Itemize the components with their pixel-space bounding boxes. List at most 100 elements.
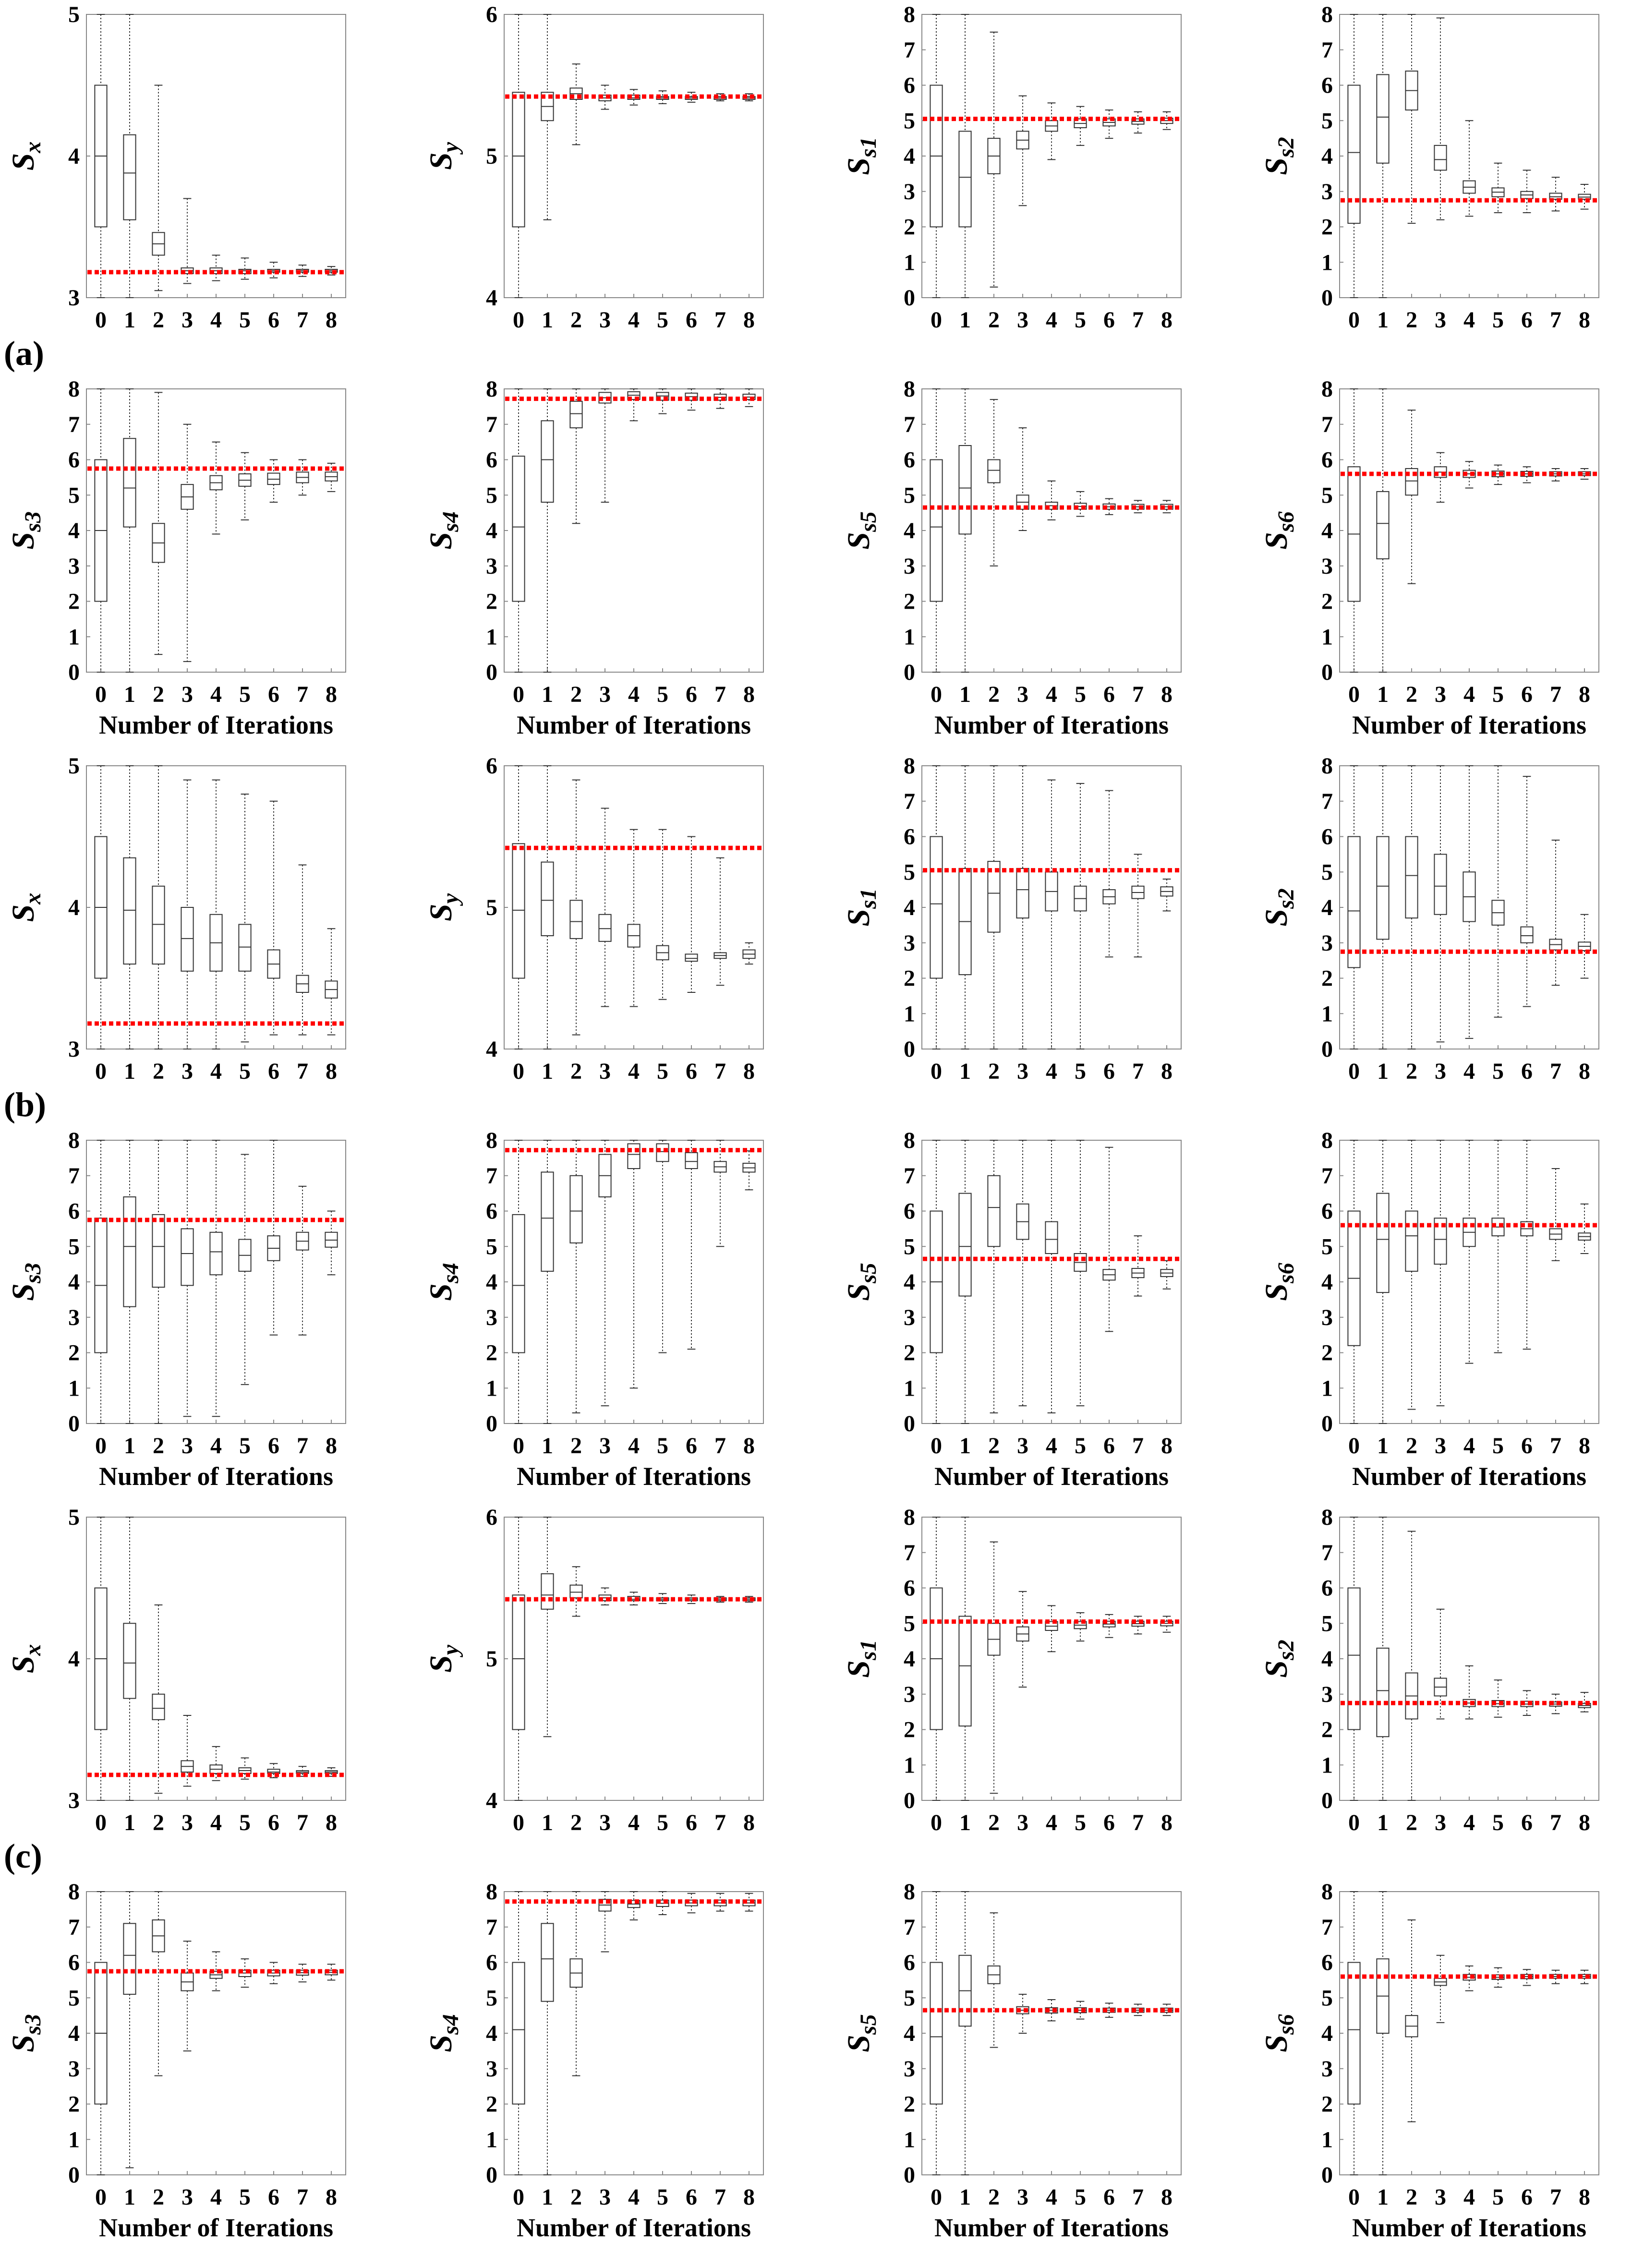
y-tick-label: 6 — [68, 447, 80, 473]
box-1 — [958, 14, 972, 298]
box-7 — [713, 857, 727, 986]
box-3 — [181, 1941, 194, 2051]
box-5 — [1074, 1612, 1087, 1642]
box-1 — [1376, 388, 1390, 673]
y-tick-label: 0 — [1321, 1411, 1333, 1436]
y-tick-label: 4 — [1321, 895, 1333, 920]
box-0 — [930, 765, 943, 1050]
box-4 — [627, 388, 641, 422]
x-tick-label: 6 — [268, 1059, 279, 1084]
x-tick-label: 0 — [95, 1810, 107, 1835]
y-tick-label: 6 — [904, 1950, 915, 1976]
box-0 — [1347, 1517, 1361, 1801]
box-1 — [541, 1140, 554, 1424]
y-tick-label: 5 — [486, 144, 497, 169]
x-axis-label: Number of Iterations — [517, 711, 751, 739]
box-1 — [1376, 1891, 1390, 2175]
box-7 — [296, 864, 309, 1036]
x-tick-label: 0 — [931, 2184, 942, 2210]
box-8 — [1160, 1260, 1173, 1290]
y-tick-label: 4 — [486, 2021, 497, 2046]
y-tick-label: 6 — [486, 1199, 497, 1224]
box-1 — [541, 765, 554, 1050]
box-3 — [1016, 427, 1029, 531]
box-3 — [1434, 452, 1447, 503]
x-tick-label: 6 — [268, 307, 279, 333]
x-axis-label: Number of Iterations — [517, 1462, 751, 1491]
x-tick-label: 7 — [297, 1433, 308, 1459]
box-1 — [123, 1891, 136, 2169]
x-tick-label: 6 — [1521, 682, 1533, 707]
box-2 — [569, 63, 583, 145]
x-tick-label: 2 — [570, 2184, 582, 2210]
x-tick-label: 4 — [1463, 682, 1475, 707]
box-iqr — [1376, 74, 1390, 164]
box-iqr — [123, 1923, 136, 1995]
box-4 — [627, 1891, 641, 1920]
x-tick-label: 5 — [1492, 307, 1504, 333]
box-8 — [325, 1210, 338, 1276]
box-5 — [238, 452, 252, 520]
box-iqr — [958, 1193, 972, 1297]
x-tick-label: 2 — [153, 1433, 164, 1459]
x-tick-label: 8 — [1161, 1059, 1173, 1084]
x-tick-label: 2 — [1406, 1433, 1417, 1459]
y-tick-label: 5 — [486, 895, 497, 920]
y-axis-label: Ss5 — [841, 2014, 881, 2052]
x-tick-label: 3 — [181, 682, 193, 707]
y-tick-label: 6 — [68, 1199, 80, 1224]
x-tick-label: 0 — [1348, 307, 1360, 333]
y-tick-label: 3 — [1321, 1682, 1333, 1707]
box-4 — [209, 1140, 223, 1417]
y-axis-label: Ss6 — [1259, 1263, 1299, 1301]
x-tick-label: 3 — [181, 1433, 193, 1459]
box-7 — [1549, 1168, 1562, 1261]
y-tick-label: 4 — [486, 518, 497, 543]
box-iqr — [1376, 1193, 1390, 1293]
box-8 — [325, 928, 338, 1036]
box-4 — [627, 829, 641, 1007]
y-axis-label: Ss3 — [6, 1263, 46, 1301]
x-tick-label: 5 — [239, 1059, 251, 1084]
y-tick-label: 7 — [68, 1915, 80, 1940]
box-5 — [1491, 162, 1505, 213]
box-5 — [238, 257, 252, 280]
y-tick-label: 3 — [904, 179, 915, 205]
y-tick-label: 8 — [1321, 1505, 1333, 1530]
box-8 — [1578, 914, 1591, 979]
y-tick-label: 2 — [486, 2092, 497, 2117]
x-tick-label: 0 — [1348, 2184, 1360, 2210]
x-tick-label: 0 — [513, 1810, 524, 1835]
y-tick-label: 3 — [1321, 179, 1333, 205]
y-tick-label: 4 — [68, 1646, 80, 1672]
box-5 — [238, 1757, 252, 1780]
y-tick-label: 3 — [1321, 554, 1333, 579]
y-tick-label: 0 — [904, 1788, 915, 1813]
y-tick-label: 3 — [1321, 2056, 1333, 2082]
y-tick-label: 1 — [904, 1752, 915, 1778]
box-iqr — [512, 456, 525, 602]
y-tick-label: 0 — [904, 1037, 915, 1062]
x-tick-label: 5 — [1075, 2184, 1086, 2210]
y-tick-label: 2 — [68, 589, 80, 615]
x-tick-label: 0 — [931, 1433, 942, 1459]
y-tick-label: 6 — [904, 447, 915, 473]
section-label-c: (c) — [4, 1837, 42, 1875]
x-tick-label: 3 — [599, 1810, 611, 1835]
y-tick-label: 8 — [904, 1128, 915, 1153]
box-0 — [512, 1517, 525, 1801]
y-tick-label: 5 — [904, 859, 915, 885]
box-0 — [94, 14, 108, 298]
y-tick-label: 4 — [1321, 1646, 1333, 1672]
y-tick-label: 3 — [1321, 930, 1333, 956]
box-iqr — [1434, 854, 1447, 915]
y-tick-label: 6 — [486, 753, 497, 779]
box-0 — [94, 765, 108, 1050]
x-tick-label: 0 — [513, 1433, 524, 1459]
y-tick-label: 3 — [904, 1305, 915, 1330]
box-iqr — [930, 836, 943, 979]
box-iqr — [656, 1143, 669, 1162]
box-0 — [512, 1140, 525, 1424]
